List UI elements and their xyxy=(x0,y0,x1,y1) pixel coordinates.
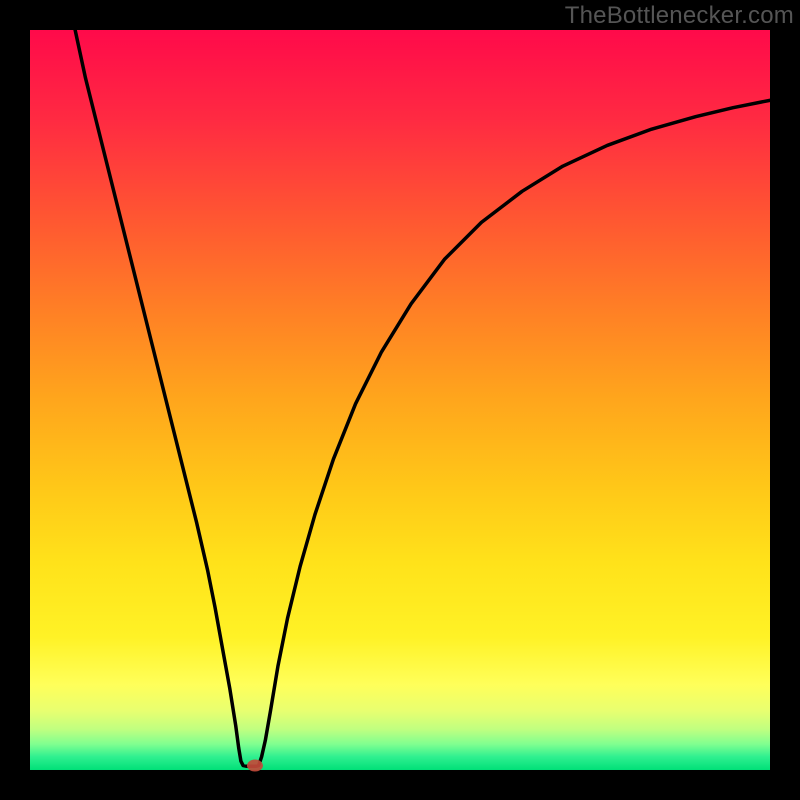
optimum-marker xyxy=(247,760,263,772)
watermark-label: TheBottlenecker.com xyxy=(559,0,800,32)
chart-background xyxy=(30,30,770,770)
chart-container: TheBottlenecker.com xyxy=(0,0,800,800)
chart-svg xyxy=(0,0,800,800)
